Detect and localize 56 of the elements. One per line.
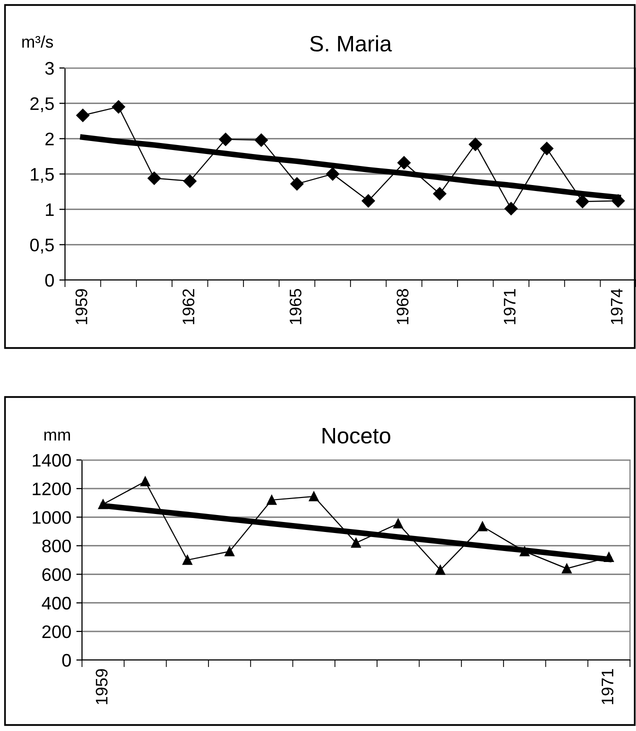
point	[604, 552, 614, 562]
y-tick-label: 1200	[32, 482, 71, 496]
point	[397, 156, 411, 170]
point	[540, 142, 554, 156]
point	[435, 565, 446, 575]
point	[504, 202, 518, 216]
x-tick-label: 1968	[396, 289, 409, 324]
y-tick-label: 800	[42, 540, 71, 552]
y-tick-label: 400	[42, 596, 71, 610]
point	[520, 546, 530, 556]
x-tick-label: 1971	[602, 669, 614, 704]
y-tick-label: 2,5	[30, 97, 54, 112]
y-tick-label: 1400	[32, 454, 71, 467]
point	[308, 492, 319, 502]
point	[290, 177, 304, 190]
y-tick-label: 600	[42, 568, 71, 582]
point	[219, 132, 232, 146]
x-tick-label: 1962	[182, 289, 194, 324]
y-axis-title: mm	[44, 432, 70, 441]
point	[183, 174, 196, 188]
x-tick-label: 1959	[96, 669, 108, 704]
point	[224, 546, 234, 556]
point	[266, 495, 277, 505]
y-tick-label: 1,5	[30, 168, 54, 183]
point	[562, 564, 572, 574]
point	[76, 108, 90, 122]
point	[98, 499, 108, 510]
point	[576, 194, 590, 208]
point	[612, 194, 625, 208]
y-axis-title: m³/s	[22, 36, 53, 48]
y-tick-label: 0	[45, 274, 54, 287]
y-tick-label: 1000	[32, 511, 71, 524]
chart-title: Noceto	[322, 428, 390, 444]
point	[362, 194, 375, 208]
point	[182, 555, 192, 565]
point	[254, 133, 268, 147]
point	[326, 167, 340, 181]
point	[393, 518, 404, 528]
x-tick-label: 1971	[504, 289, 516, 324]
x-tick-label: 1974	[610, 288, 623, 324]
point	[112, 100, 126, 114]
y-tick-label: 1	[46, 203, 54, 216]
point	[433, 187, 446, 200]
point	[148, 172, 161, 185]
chart-title: S. Maria	[310, 35, 392, 52]
x-tick-label: 1959	[76, 289, 88, 324]
y-tick-label: 0,5	[30, 238, 54, 254]
y-tick-label: 0	[62, 654, 71, 667]
point	[478, 522, 488, 532]
y-tick-label: 2	[45, 132, 54, 146]
y-tick-label: 200	[42, 625, 71, 638]
point	[351, 538, 361, 548]
point	[468, 138, 482, 151]
point	[140, 476, 150, 486]
y-tick-label: 3	[45, 62, 54, 75]
x-tick-label: 1965	[290, 289, 302, 324]
